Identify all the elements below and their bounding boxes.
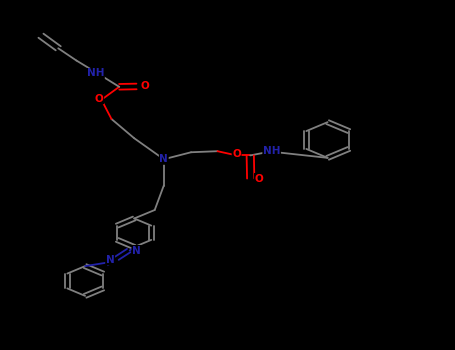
Text: O: O: [95, 94, 104, 104]
Text: N: N: [132, 246, 141, 256]
Text: O: O: [140, 81, 149, 91]
Text: NH: NH: [263, 146, 280, 155]
Text: O: O: [232, 149, 241, 159]
Text: N: N: [106, 255, 115, 265]
Text: N: N: [159, 154, 168, 164]
Text: NH: NH: [87, 69, 104, 78]
Text: O: O: [254, 174, 263, 183]
